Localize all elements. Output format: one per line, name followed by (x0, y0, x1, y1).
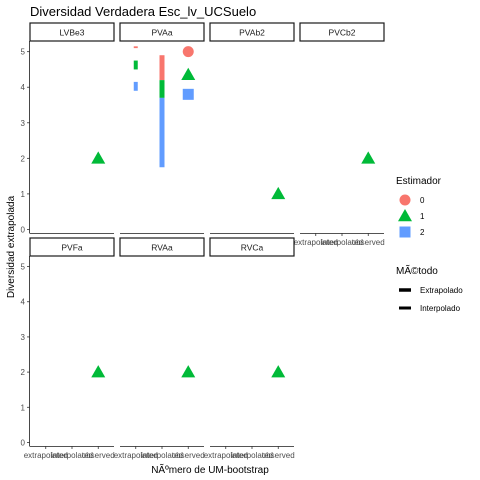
x-tick-label: interpolated (51, 451, 93, 460)
point-estimator-1 (181, 67, 196, 81)
point-estimator-1 (181, 365, 196, 378)
legend: Estimador 0 1 2 MÃ©todo Extrapolado Interpolad… (396, 176, 463, 313)
facet-strip-label: PVAa (151, 28, 172, 38)
legend-key-estimator-0 (399, 194, 411, 206)
legend-label: Interpolado (420, 304, 461, 313)
x-tick-label: interpolated (141, 451, 183, 460)
point-estimator-1 (91, 151, 106, 164)
y-axis-title: Diversidad extrapolada (6, 195, 17, 298)
x-tick-label: observed (82, 451, 115, 460)
x-tick-label: interpolated (231, 451, 273, 460)
x-tick-label: observed (172, 451, 205, 460)
legend-title-estimador: Estimador (396, 176, 442, 187)
x-tick-label: extrapolated (24, 451, 68, 460)
legend-title-metodo: MÃ©todo (396, 264, 438, 277)
facet-strip (299, 22, 385, 42)
facet-strip-label: LVBe3 (60, 28, 85, 38)
x-tick-label: extrapolated (114, 451, 158, 460)
facet-strip-label: PVFa (61, 243, 83, 253)
facet-strip (119, 237, 205, 257)
y-tick-label: 4 (21, 298, 26, 307)
y-tick-label: 5 (21, 263, 26, 272)
legend-label: 1 (420, 212, 425, 221)
facet-panel-PVAa: PVAa (119, 22, 205, 234)
facet-panels: LVBe3 PVAa PVAb2 PVCb2extrapolatedinterpola… (24, 22, 385, 460)
legend-label: 0 (420, 196, 425, 205)
x-tick-label: observed (352, 238, 385, 247)
point-estimator-1 (361, 151, 376, 164)
legend-key-estimator-1 (398, 209, 412, 222)
legend-key-estimator-2 (399, 226, 411, 238)
y-tick-label: 3 (21, 333, 26, 342)
y-tick-label: 2 (21, 154, 26, 163)
facet-strip-label: PVCb2 (329, 28, 356, 38)
point-estimator-1 (271, 365, 286, 378)
y-tick-label: 0 (21, 225, 26, 234)
y-tick-label: 0 (21, 438, 26, 447)
x-axis-title: NÃºmero de UM-bootstrap (151, 463, 269, 476)
facet-strip (29, 237, 115, 257)
facet-strip-label: RVAa (151, 243, 173, 253)
facet-panel-PVAb2: PVAb2 (209, 22, 295, 234)
legend-label: 2 (420, 228, 425, 237)
y-tick-label: 4 (21, 83, 26, 92)
point-estimator-0 (182, 46, 194, 58)
point-estimator-1 (91, 365, 106, 378)
point-estimator-1 (271, 186, 286, 200)
y-tick-label: 1 (21, 403, 26, 412)
y-tick-label: 3 (21, 119, 26, 128)
point-estimator-2 (182, 88, 194, 100)
legend-label: Extrapolado (420, 286, 463, 295)
facet-strip (29, 22, 115, 42)
y-axes: 0 1 2 3 4 5 0 1 2 3 4 5 (21, 41, 30, 447)
chart-title: Diversidad Verdadera Esc_lv_UCSuelo (30, 4, 256, 19)
facet-strip (119, 22, 205, 42)
x-tick-label: interpolated (321, 238, 363, 247)
facet-strip (209, 237, 295, 257)
x-tick-label: extrapolated (294, 238, 338, 247)
y-tick-label: 5 (21, 48, 26, 57)
y-tick-label: 2 (21, 368, 26, 377)
facet-panel-LVBe3: LVBe3 (29, 22, 115, 234)
x-tick-label: extrapolated (204, 451, 248, 460)
facet-strip (209, 22, 295, 42)
y-tick-label: 1 (21, 190, 26, 199)
x-tick-label: observed (262, 451, 295, 460)
facet-strip-label: RVCa (241, 243, 264, 253)
facet-strip-label: PVAb2 (239, 28, 265, 38)
